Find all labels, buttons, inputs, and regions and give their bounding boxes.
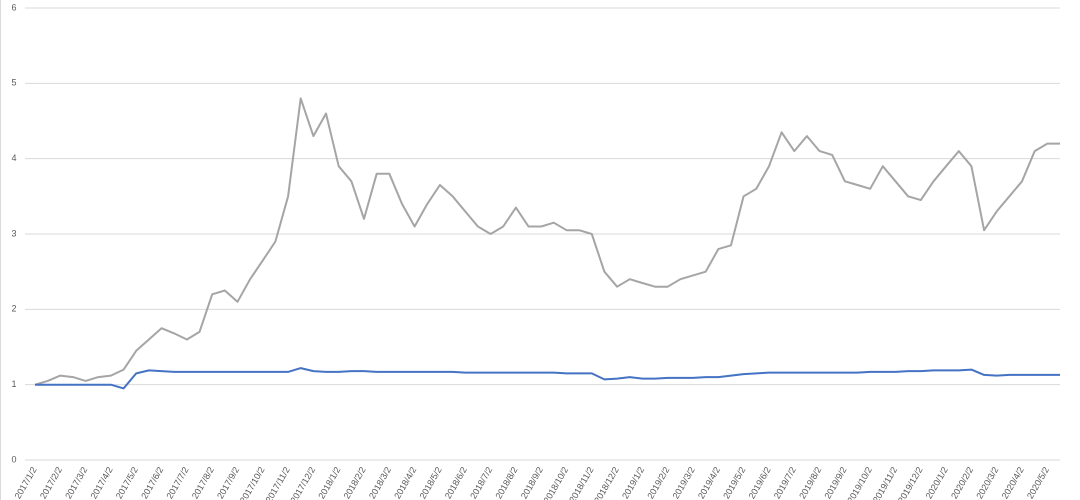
x-tick-label: 2018/2/2 <box>342 465 368 500</box>
series-line <box>34 97 1060 386</box>
x-tick-label: 2020/5/2 <box>1025 465 1051 500</box>
x-tick-label: 2017/10/2 <box>238 465 267 500</box>
series-line <box>35 367 1060 390</box>
x-tick-label: 2018/12/2 <box>592 465 621 500</box>
x-tick-label: 2019/6/2 <box>747 465 773 500</box>
y-tick-label: 6 <box>11 2 16 12</box>
y-tick-label: 1 <box>11 379 16 389</box>
x-tick-label: 2017/11/2 <box>264 465 292 500</box>
x-tick-label: 2018/6/2 <box>443 465 469 500</box>
y-tick-label: 4 <box>11 153 16 163</box>
x-tick-label: 2017/8/2 <box>190 465 216 500</box>
x-tick-label: 2019/5/2 <box>721 465 747 500</box>
x-tick-label: 2019/8/2 <box>797 465 823 500</box>
x-tick-label: 2018/11/2 <box>567 465 595 500</box>
x-tick-label: 2019/7/2 <box>772 465 798 500</box>
y-tick-label: 3 <box>11 228 16 238</box>
x-tick-label: 2019/1/2 <box>620 465 646 500</box>
x-tick-label: 2017/9/2 <box>215 465 241 500</box>
x-tick-label: 2019/2/2 <box>645 465 671 500</box>
x-tick-label: 2017/5/2 <box>114 465 140 500</box>
x-tick-label: 2017/6/2 <box>139 465 165 500</box>
x-tick-label: 2018/4/2 <box>392 465 418 500</box>
x-tick-label: 2018/10/2 <box>542 465 571 500</box>
y-tick-label: 0 <box>11 454 16 464</box>
x-tick-label: 2017/2/2 <box>38 465 64 500</box>
x-tick-label: 2019/4/2 <box>696 465 722 500</box>
x-tick-label: 2020/3/2 <box>974 465 1000 500</box>
x-tick-label: 2017/7/2 <box>164 465 190 500</box>
x-tick-label: 2020/4/2 <box>1000 465 1026 500</box>
x-tick-label: 2018/5/2 <box>418 465 444 500</box>
x-tick-label: 2017/4/2 <box>89 465 115 500</box>
x-tick-label: 2019/11/2 <box>871 465 899 500</box>
x-tick-label: 2019/10/2 <box>845 465 874 500</box>
x-tick-label: 2018/8/2 <box>493 465 519 500</box>
x-tick-label: 2017/12/2 <box>289 465 318 500</box>
x-tick-label: 2019/9/2 <box>822 465 848 500</box>
x-tick-label: 2017/3/2 <box>63 465 89 500</box>
x-tick-label: 2019/3/2 <box>671 465 697 500</box>
x-tick-label: 2020/2/2 <box>949 465 975 500</box>
x-tick-label: 2019/12/2 <box>896 465 925 500</box>
y-tick-label: 5 <box>11 78 16 88</box>
x-tick-label: 2018/1/2 <box>316 465 342 500</box>
x-tick-label: 2020/1/2 <box>924 465 950 500</box>
x-tick-label: 2018/3/2 <box>367 465 393 500</box>
x-tick-label: 2017/1/2 <box>13 465 39 500</box>
x-tick-label: 2018/7/2 <box>468 465 494 500</box>
x-tick-label: 2018/9/2 <box>519 465 545 500</box>
y-tick-label: 2 <box>11 304 16 314</box>
